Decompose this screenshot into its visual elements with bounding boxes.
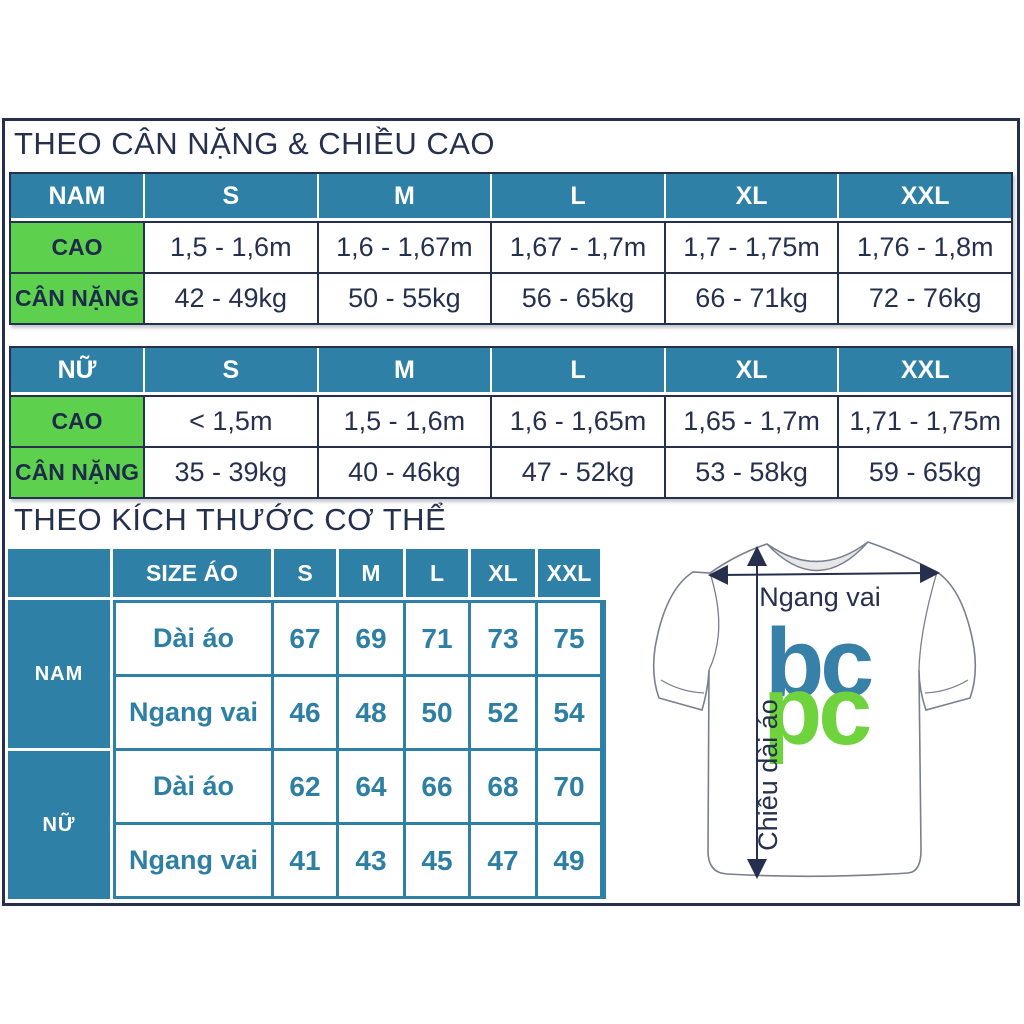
body-size-body: Dài áo 67 69 71 73 75 Ngang vai 46 48 50… xyxy=(113,600,606,899)
value-cell: 1,5 - 1,6m xyxy=(318,397,491,446)
value-cell: 71 xyxy=(406,603,468,674)
value-cell: 69 xyxy=(339,603,403,674)
value-cell: 49 xyxy=(538,825,600,896)
value-cell: 52 xyxy=(471,677,535,748)
men-table-body: CAO 1,5 - 1,6m 1,6 - 1,67m 1,67 - 1,7m 1… xyxy=(11,221,1011,323)
section-title-body-size: THEO KÍCH THƯỚC CƠ THỂ xyxy=(14,502,447,537)
row-label-shoulder-width: Ngang vai xyxy=(116,677,271,748)
value-cell: 41 xyxy=(274,825,336,896)
value-cell: 64 xyxy=(339,751,403,822)
header-cell-size-ao: SIZE ÁO xyxy=(113,549,271,597)
value-cell: 1,6 - 1,67m xyxy=(318,223,491,272)
header-cell-m: M xyxy=(339,549,403,597)
body-size-right-part: SIZE ÁO S M L XL XXL Dài áo 67 69 71 73 … xyxy=(113,549,606,899)
header-cell-xxl: XXL xyxy=(538,549,600,597)
header-cell-xxl: XXL xyxy=(839,348,1011,392)
men-weight-height-table: NAM S M L XL XXL CAO 1,5 - 1,6m 1,6 - 1,… xyxy=(9,172,1013,325)
tshirt-measurement-diagram: bc pc Ngang vai Chiều dài áo xyxy=(652,541,977,879)
value-cell: 40 - 46kg xyxy=(318,448,491,497)
shirt-length-label: Chiều dài áo xyxy=(753,699,783,851)
chart-frame: THEO CÂN NẶNG & CHIỀU CAO NAM S M L XL X… xyxy=(2,118,1020,906)
header-cell-s: S xyxy=(274,549,336,597)
row-label-height: CAO xyxy=(11,397,143,446)
value-cell: 1,7 - 1,75m xyxy=(665,223,838,272)
value-cell: 50 - 55kg xyxy=(318,274,491,323)
header-cell-xxl: XXL xyxy=(839,174,1011,218)
value-cell: 43 xyxy=(339,825,403,896)
row-label-weight: CÂN NẶNG xyxy=(11,274,143,323)
row-label-height: CAO xyxy=(11,223,143,272)
value-cell: < 1,5m xyxy=(145,397,317,446)
row-label-weight: CÂN NẶNG xyxy=(11,448,143,497)
value-cell: 45 xyxy=(406,825,468,896)
cuff-seam-right xyxy=(924,679,969,694)
header-cell-nam: NAM xyxy=(11,174,143,218)
value-cell: 70 xyxy=(538,751,600,822)
cuff-seam-left xyxy=(660,679,705,694)
value-cell: 1,71 - 1,75m xyxy=(839,397,1011,446)
value-cell: 1,76 - 1,8m xyxy=(839,223,1011,272)
women-weight-height-table: NỮ S M L XL XXL CAO < 1,5m 1,5 - 1,6m 1,… xyxy=(9,346,1013,499)
value-cell: 62 xyxy=(274,751,336,822)
header-cell-xl: XL xyxy=(665,174,838,218)
body-size-header-row: SIZE ÁO S M L XL XXL xyxy=(113,549,606,597)
value-cell: 72 - 76kg xyxy=(839,274,1011,323)
value-cell: 35 - 39kg xyxy=(145,448,317,497)
header-cell-s: S xyxy=(145,174,317,218)
value-cell: 66 xyxy=(406,751,468,822)
header-cell-xl: XL xyxy=(471,549,535,597)
logo-bc: bc xyxy=(765,608,872,717)
corner-cell xyxy=(8,549,110,597)
value-cell: 1,6 - 1,65m xyxy=(492,397,664,446)
header-cell-m: M xyxy=(318,348,491,392)
row-label-shirt-length: Dài áo xyxy=(116,751,271,822)
value-cell: 1,5 - 1,6m xyxy=(145,223,317,272)
header-cell-l: L xyxy=(492,348,664,392)
row-label-shirt-length: Dài áo xyxy=(116,603,271,674)
value-cell: 73 xyxy=(471,603,535,674)
group-label-women: NỮ xyxy=(8,751,110,899)
body-size-left-column: NAM NỮ xyxy=(8,549,110,899)
value-cell: 42 - 49kg xyxy=(145,274,317,323)
value-cell: 56 - 65kg xyxy=(492,274,664,323)
value-cell: 53 - 58kg xyxy=(665,448,838,497)
shoulder-width-label: Ngang vai xyxy=(759,582,881,612)
value-cell: 50 xyxy=(406,677,468,748)
header-cell-nu: NỮ xyxy=(11,348,143,392)
logo-pc: pc xyxy=(763,656,870,765)
value-cell: 47 xyxy=(471,825,535,896)
value-cell: 1,67 - 1,7m xyxy=(492,223,664,272)
women-table-body: CAO < 1,5m 1,5 - 1,6m 1,6 - 1,65m 1,65 -… xyxy=(11,395,1011,497)
value-cell: 66 - 71kg xyxy=(665,274,838,323)
value-cell: 1,65 - 1,7m xyxy=(665,397,838,446)
header-cell-m: M xyxy=(318,174,491,218)
header-cell-xl: XL xyxy=(665,348,838,392)
header-cell-s: S xyxy=(145,348,317,392)
body-size-table: NAM NỮ SIZE ÁO S M L XL XXL Dài áo 67 69… xyxy=(8,549,606,899)
men-table-header-row: NAM S M L XL XXL xyxy=(11,174,1011,218)
value-cell: 59 - 65kg xyxy=(839,448,1011,497)
women-table-header-row: NỮ S M L XL XXL xyxy=(11,348,1011,392)
value-cell: 46 xyxy=(274,677,336,748)
group-label-men: NAM xyxy=(8,600,110,748)
value-cell: 48 xyxy=(339,677,403,748)
value-cell: 47 - 52kg xyxy=(492,448,664,497)
value-cell: 68 xyxy=(471,751,535,822)
value-cell: 54 xyxy=(538,677,600,748)
header-cell-l: L xyxy=(492,174,664,218)
value-cell: 75 xyxy=(538,603,600,674)
section-title-weight-height: THEO CÂN NẶNG & CHIỀU CAO xyxy=(14,126,495,161)
value-cell: 67 xyxy=(274,603,336,674)
header-cell-l: L xyxy=(406,549,468,597)
row-label-shoulder-width: Ngang vai xyxy=(116,825,271,896)
